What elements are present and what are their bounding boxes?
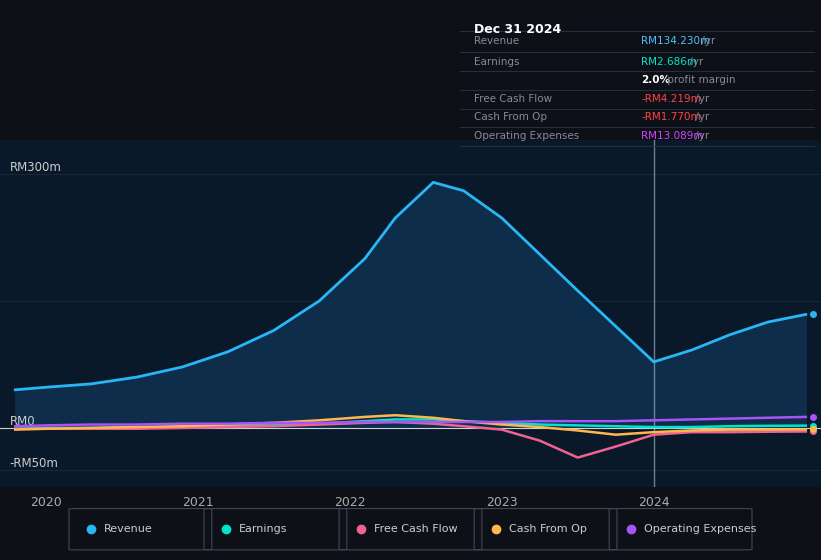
Text: Operating Expenses: Operating Expenses [475, 131, 580, 141]
Text: Free Cash Flow: Free Cash Flow [374, 524, 457, 534]
Text: Dec 31 2024: Dec 31 2024 [475, 23, 562, 36]
Text: Cash From Op: Cash From Op [475, 113, 548, 123]
Text: /yr: /yr [686, 57, 704, 67]
Text: 2.0%: 2.0% [641, 76, 670, 86]
Text: /yr: /yr [698, 36, 715, 46]
Text: /yr: /yr [692, 94, 709, 104]
Text: -RM4.219m: -RM4.219m [641, 94, 701, 104]
Text: /yr: /yr [692, 131, 709, 141]
Text: RM300m: RM300m [10, 161, 62, 174]
Text: /yr: /yr [692, 113, 709, 123]
Text: Free Cash Flow: Free Cash Flow [475, 94, 553, 104]
Text: RM0: RM0 [10, 415, 35, 428]
Text: Earnings: Earnings [475, 57, 520, 67]
Text: profit margin: profit margin [663, 76, 736, 86]
Text: Revenue: Revenue [103, 524, 153, 534]
Text: Revenue: Revenue [475, 36, 520, 46]
Text: -RM50m: -RM50m [10, 458, 59, 470]
Text: Cash From Op: Cash From Op [509, 524, 587, 534]
Text: RM2.686m: RM2.686m [641, 57, 697, 67]
Text: RM134.230m: RM134.230m [641, 36, 710, 46]
Text: -RM1.770m: -RM1.770m [641, 113, 700, 123]
Text: Operating Expenses: Operating Expenses [644, 524, 756, 534]
Text: Earnings: Earnings [239, 524, 287, 534]
Text: RM13.089m: RM13.089m [641, 131, 704, 141]
